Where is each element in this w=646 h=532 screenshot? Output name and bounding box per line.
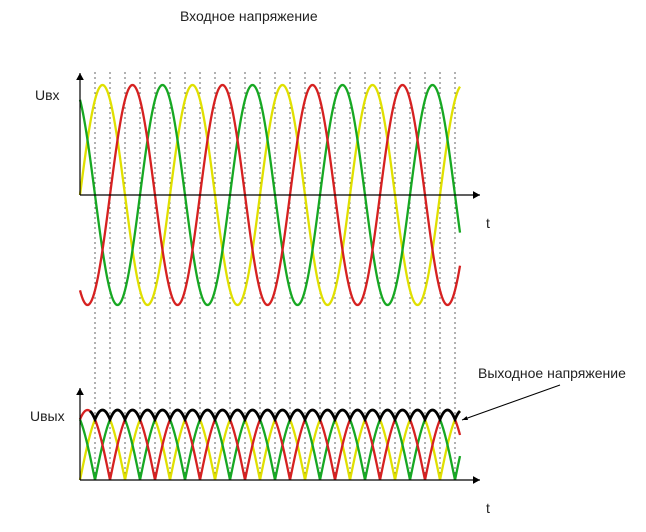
annotation-arrow [462, 385, 560, 420]
output-envelope [90, 410, 460, 419]
rectified-wave [80, 410, 460, 480]
figure-svg [0, 0, 646, 532]
